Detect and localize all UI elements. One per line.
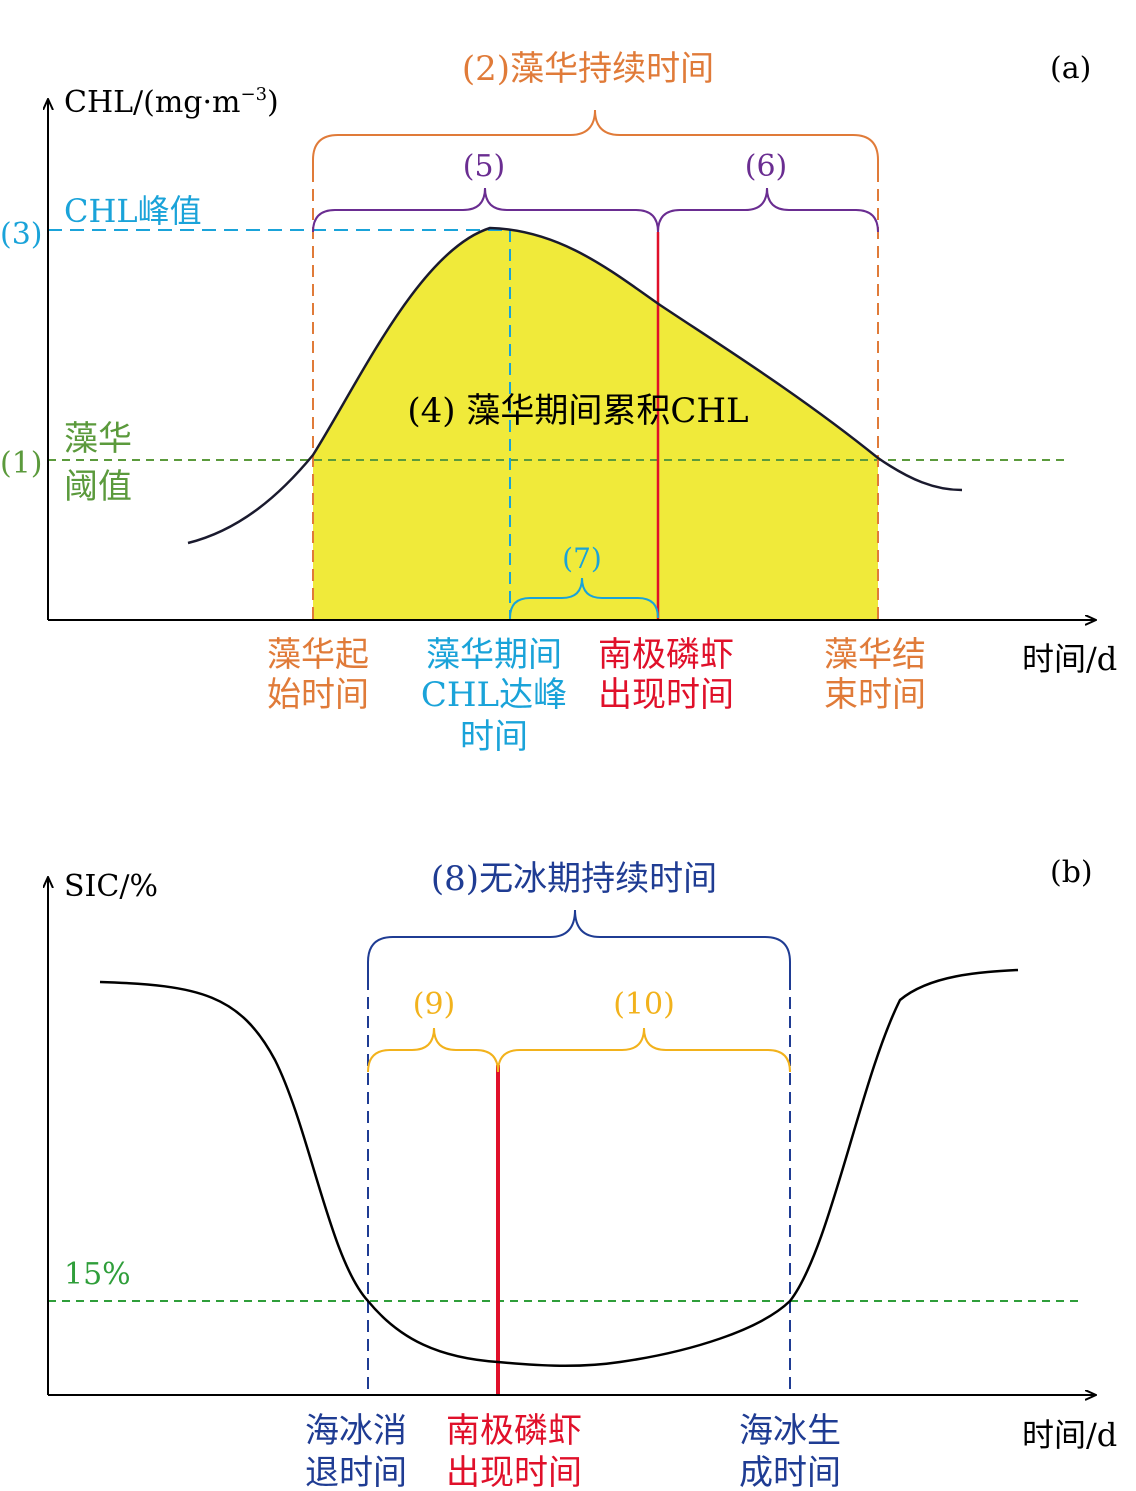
cumulative-chl-label: (4) 藻华期间累积CHL xyxy=(407,391,748,431)
chl-peak-label: CHL峰值 xyxy=(64,192,202,230)
bloom-end-label-1: 藻华结 xyxy=(824,635,926,675)
brace-9-label: (9) xyxy=(413,987,456,1022)
y-axis-label-b: SIC/% xyxy=(64,869,158,904)
sic-curve xyxy=(99,968,1019,1368)
ice-free-duration-brace xyxy=(367,909,791,978)
cumulative-chl-area xyxy=(313,228,878,620)
peak-time-label-3: 时间 xyxy=(460,717,528,757)
bloom-start-label-1: 藻华起 xyxy=(267,635,369,675)
threshold-label-line2: 阈值 xyxy=(64,467,132,507)
threshold-marker: (1) xyxy=(0,446,43,481)
panel-a: (a) CHL/(mg·m−3) 时间/d (2)藻华持续时间 (5) (6) … xyxy=(0,49,1117,757)
x-axis-label-b: 时间/d xyxy=(1022,1416,1117,1454)
ice-retreat-label-2: 退时间 xyxy=(305,1453,407,1491)
brace-9 xyxy=(367,1027,499,1073)
sic-threshold-label: 15% xyxy=(64,1257,131,1292)
panel-a-tag: (a) xyxy=(1050,51,1091,86)
brace-5 xyxy=(312,187,659,233)
y-axis-label-a: CHL/(mg·m−3) xyxy=(64,84,279,120)
krill-label-a-1: 南极磷虾 xyxy=(598,635,734,675)
brace-5-label: (5) xyxy=(463,149,506,184)
brace-7-label: (7) xyxy=(562,542,602,575)
peak-time-label-1: 藻华期间 xyxy=(426,635,562,675)
chl-curve xyxy=(187,226,963,545)
ice-advance-label-1: 海冰生 xyxy=(739,1411,841,1451)
krill-label-a-2: 出现时间 xyxy=(598,675,734,715)
ice-free-duration-label: (8)无冰期持续时间 xyxy=(431,859,717,899)
brace-10-label: (10) xyxy=(613,987,675,1022)
x-axis-label-a: 时间/d xyxy=(1022,640,1117,678)
krill-label-b-2: 出现时间 xyxy=(446,1453,582,1491)
brace-7 xyxy=(509,577,659,619)
ice-advance-label-2: 成时间 xyxy=(739,1453,841,1491)
bloom-start-label-2: 始时间 xyxy=(267,675,369,715)
peak-time-label-2: CHL达峰 xyxy=(421,675,567,715)
krill-label-b-1: 南极磷虾 xyxy=(446,1411,582,1451)
ice-retreat-label-1: 海冰消 xyxy=(305,1411,407,1451)
brace-6-label: (6) xyxy=(745,149,788,184)
brace-10 xyxy=(497,1027,791,1073)
panel-b-tag: (b) xyxy=(1050,855,1093,890)
bloom-end-label-2: 束时间 xyxy=(824,675,926,715)
bloom-duration-brace xyxy=(312,109,879,172)
bloom-duration-label: (2)藻华持续时间 xyxy=(462,49,714,89)
brace-6 xyxy=(657,187,879,233)
threshold-label-line1: 藻华 xyxy=(64,419,132,459)
panel-b: (b) SIC/% 时间/d (8)无冰期持续时间 (9) (10) 15% 海… xyxy=(48,855,1117,1491)
peak-marker: (3) xyxy=(0,217,43,252)
